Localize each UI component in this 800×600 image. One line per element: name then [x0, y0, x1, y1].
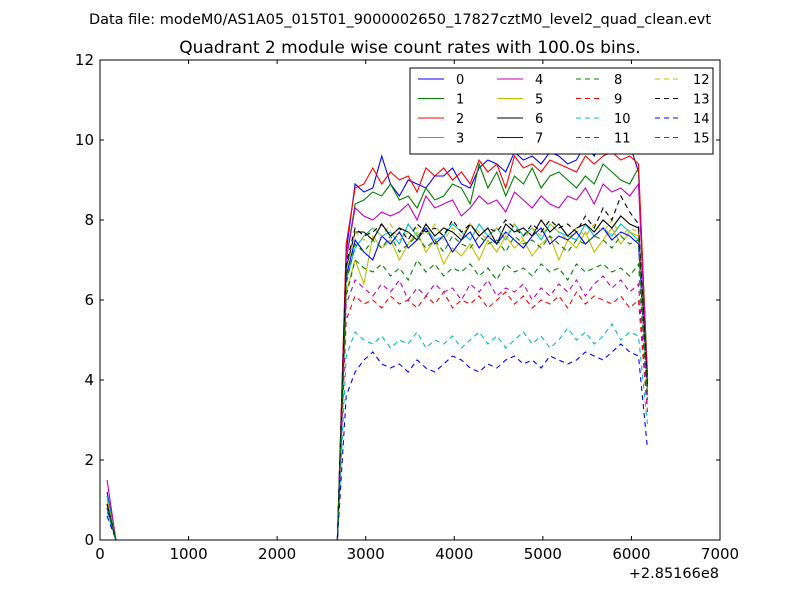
legend-label: 9	[614, 93, 622, 108]
legend-label: 0	[456, 73, 464, 88]
x-tick-label: 4000	[435, 545, 473, 563]
datafile-caption: Data file: modeM0/AS1A05_015T01_90000026…	[89, 12, 711, 28]
chart-title: Quadrant 2 module wise count rates with …	[179, 38, 640, 58]
legend-label: 7	[535, 132, 543, 147]
series-line-1	[106, 162, 648, 540]
plot-frame	[99, 59, 721, 541]
legend-label: 11	[614, 132, 631, 147]
series-line-6	[106, 215, 648, 540]
x-tick-label: 3000	[347, 545, 385, 563]
legend-label: 14	[693, 112, 710, 127]
legend-label: 2	[456, 112, 464, 127]
legend-label: 13	[693, 93, 710, 108]
series-line-5	[106, 226, 648, 540]
y-tick-label: 6	[84, 291, 94, 309]
y-tick-label: 8	[84, 211, 94, 229]
x-tick-label: 5000	[524, 545, 562, 563]
y-tick-label: 2	[84, 451, 94, 469]
x-tick-label: 7000	[701, 545, 739, 563]
series-line-0	[106, 134, 648, 540]
series-line-12	[106, 218, 648, 540]
y-tick-label: 0	[84, 531, 94, 549]
legend-label: 5	[535, 93, 543, 108]
series-line-15	[106, 234, 648, 540]
series-line-14	[106, 343, 648, 540]
legend-label: 4	[535, 73, 543, 88]
y-tick-label: 12	[75, 51, 94, 69]
legend-label: 15	[693, 132, 710, 147]
legend-label: 1	[456, 93, 464, 108]
y-tick-label: 4	[84, 371, 94, 389]
legend-label: 10	[614, 112, 631, 127]
series-line-4	[106, 182, 648, 540]
legend-label: 8	[614, 73, 622, 88]
series-line-7	[106, 226, 648, 540]
x-tick-label: 6000	[612, 545, 650, 563]
x-axis-offset-label: +2.85166e8	[629, 566, 719, 582]
x-tick-label: 0	[95, 545, 105, 563]
series-line-10	[106, 322, 648, 540]
series-line-2	[106, 151, 648, 540]
x-tick-label: 1000	[169, 545, 207, 563]
legend-label: 6	[535, 112, 543, 127]
series-layer	[106, 134, 648, 540]
x-tick-label: 2000	[258, 545, 296, 563]
y-tick-label: 10	[75, 131, 94, 149]
legend-label: 3	[456, 132, 464, 147]
legend-label: 12	[693, 73, 710, 88]
legend-box	[409, 67, 714, 155]
series-line-8	[106, 258, 648, 540]
